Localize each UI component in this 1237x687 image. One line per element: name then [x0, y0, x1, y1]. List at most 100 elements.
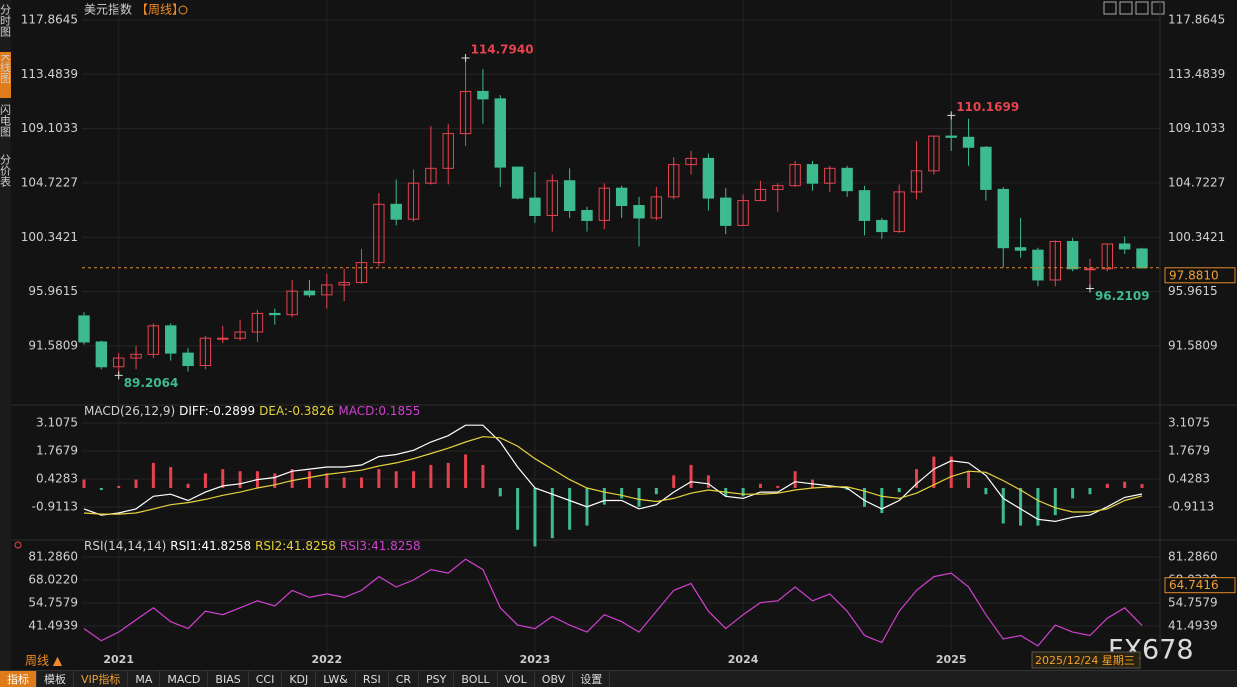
candle-body	[615, 187, 628, 207]
candle-body	[1084, 268, 1096, 271]
toolbar-item[interactable]: CR	[389, 671, 420, 687]
extreme-marker	[1085, 284, 1094, 293]
toolbar-item[interactable]: VOL	[498, 671, 535, 687]
candle-body	[425, 167, 437, 184]
macd-bar	[169, 467, 173, 488]
toolbar-item[interactable]: LW&	[316, 671, 356, 687]
macd-bar	[672, 475, 676, 488]
toolbar-item[interactable]: OBV	[535, 671, 574, 687]
add-icon[interactable]	[178, 5, 188, 15]
candle-body	[876, 219, 888, 233]
toolbar-item[interactable]: 指标	[0, 671, 37, 687]
toolbar-item[interactable]: 设置	[573, 671, 611, 687]
toolbar-item[interactable]: CCI	[249, 671, 283, 687]
candle-body	[581, 209, 593, 221]
sidebar-tab[interactable]: 分价表	[0, 154, 12, 188]
x-tick-label: 2021	[103, 653, 134, 666]
toolbar: 指标 模板 VIP指标 MA MACD BIAS CCI KDJ LW& RSI CR PSY BOLL…	[0, 670, 1237, 687]
macd-bar	[516, 487, 520, 530]
sidebar-tab[interactable]: K线图	[0, 54, 12, 84]
y-tick-label-left: -0.9113	[32, 500, 78, 514]
macd-bar	[915, 469, 919, 488]
candle-body	[702, 157, 715, 199]
macd-bar	[82, 479, 86, 488]
candle-body	[789, 164, 801, 187]
macd-bar	[1036, 487, 1040, 526]
y-tick-label-left: 1.7679	[36, 443, 78, 457]
candle-body	[112, 357, 125, 368]
macd-bar	[238, 471, 242, 488]
macd-bar	[793, 471, 797, 488]
candle-body	[685, 157, 697, 166]
rsi-icon[interactable]	[14, 541, 22, 549]
panel-title: MACD(26,12,9)	[84, 404, 175, 418]
sidebar-tab[interactable]: 闪电图	[0, 103, 12, 138]
x-tick-label: 2022	[312, 653, 343, 666]
period-switch[interactable]: 周线 ▲	[25, 654, 63, 668]
macd-bar	[360, 477, 364, 488]
legend-entry: RSI2:41.8258	[255, 539, 336, 553]
toolbar-item[interactable]: BOLL	[454, 671, 498, 687]
legend-entry: RSI3:41.8258	[340, 539, 421, 553]
macd-bar	[1053, 487, 1057, 516]
macd-bar	[932, 456, 936, 488]
candle-body	[824, 167, 836, 184]
toolbar-item[interactable]: 模板	[37, 671, 74, 687]
candle-body	[598, 187, 611, 221]
toolbar-item[interactable]: MACD	[160, 671, 209, 687]
macd-bar	[1123, 481, 1127, 488]
candle-body	[1014, 247, 1027, 251]
panel-title: RSI(14,14,14)	[84, 539, 166, 553]
macd-bar	[949, 456, 953, 488]
extreme-marker	[947, 111, 956, 120]
macd-bar	[620, 487, 624, 499]
y-tick-label-left: 68.0220	[28, 572, 78, 586]
y-tick-label-left: 81.2860	[28, 549, 78, 563]
y-tick-label-right: 1.7679	[1168, 443, 1210, 457]
macd-bar	[706, 475, 710, 488]
candle-body	[147, 325, 160, 355]
x-tick-label: 2025	[936, 653, 967, 666]
macd-bar	[134, 479, 138, 488]
indicator-line	[83, 436, 1143, 515]
y-tick-label-right: 41.4939	[1168, 618, 1218, 632]
macd-bar	[1140, 484, 1144, 488]
candle-body	[251, 312, 264, 333]
macd-bar	[776, 485, 780, 488]
candle-body	[390, 203, 402, 220]
toolbar-item[interactable]: MA	[128, 671, 161, 687]
candle-body	[945, 135, 957, 138]
toolbar-item[interactable]: BIAS	[208, 671, 249, 687]
indicator-line	[83, 558, 1143, 647]
toolbar-item[interactable]: PSY	[419, 671, 455, 687]
candle-body	[459, 90, 472, 135]
candle-body	[338, 281, 350, 286]
candle-body	[893, 191, 905, 233]
last-price-box	[1164, 267, 1236, 284]
macd-bar	[186, 483, 190, 488]
macd-bar	[984, 487, 988, 495]
candle-body	[737, 200, 749, 226]
candle-body	[546, 180, 558, 216]
y-tick-label-right: 117.8645	[1168, 12, 1225, 26]
y-tick-label-left: 109.1033	[21, 121, 78, 135]
candle-body	[841, 167, 853, 192]
x-tick-label: 2023	[520, 653, 551, 666]
candle-body	[962, 136, 975, 148]
y-tick-label-left: 113.4839	[21, 67, 78, 81]
y-tick-label-left: 54.7579	[28, 595, 78, 609]
candle-body	[494, 98, 506, 168]
y-tick-label-left: 95.9615	[28, 284, 78, 298]
macd-bar	[151, 462, 155, 488]
toolbar-item[interactable]: RSI	[356, 671, 389, 687]
toolbar-item[interactable]: KDJ	[282, 671, 317, 687]
macd-bar	[446, 462, 450, 488]
y-tick-label-right: 95.9615	[1168, 284, 1218, 298]
macd-bar	[221, 469, 225, 488]
macd-bar	[880, 487, 884, 514]
toolbar-item[interactable]: VIP指标	[74, 671, 129, 687]
candle-body	[1118, 243, 1131, 250]
y-tick-label-right: 104.7227	[1168, 175, 1225, 189]
sidebar-tab[interactable]: 分时图	[0, 4, 12, 38]
